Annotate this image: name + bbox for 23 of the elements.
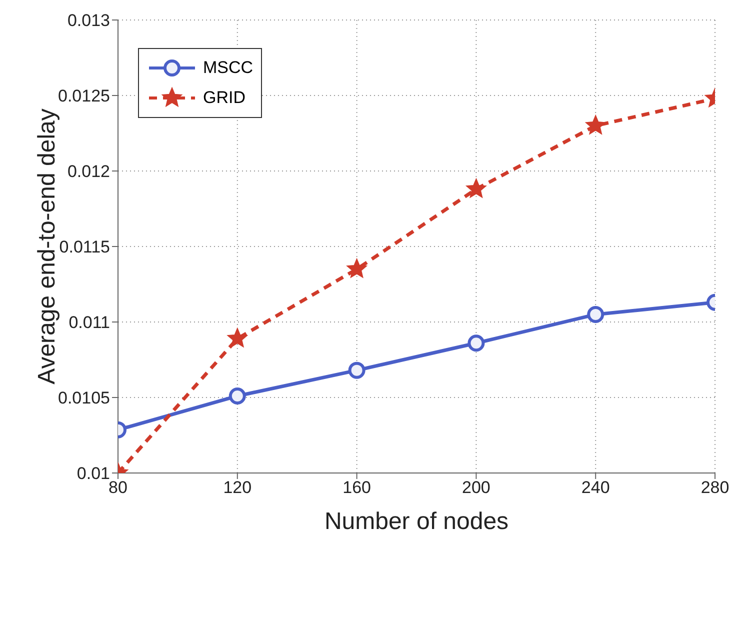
point bbox=[466, 178, 486, 198]
y-axis-title: Average end-to-end delay bbox=[34, 108, 61, 384]
x-tick-label: 120 bbox=[223, 478, 252, 498]
point bbox=[348, 362, 366, 379]
x-tick-label: 200 bbox=[462, 478, 490, 498]
x-axis-title: Number of nodes bbox=[324, 508, 509, 535]
x-tick-label: 240 bbox=[581, 478, 610, 498]
y-tick-label: 0.013 bbox=[67, 11, 110, 30]
x-tick-label: 160 bbox=[342, 478, 371, 498]
y-tick-label: 0.0125 bbox=[58, 86, 110, 106]
point bbox=[227, 328, 248, 348]
y-tick-label: 0.0115 bbox=[59, 238, 110, 257]
point bbox=[228, 387, 246, 404]
y-tick-label: 0.012 bbox=[67, 162, 110, 182]
point bbox=[346, 258, 367, 278]
legend-label: GRID bbox=[203, 88, 246, 108]
y-tick-label: 0.01 bbox=[76, 464, 110, 484]
point bbox=[468, 334, 485, 352]
x-tick-label: 280 bbox=[700, 478, 730, 498]
y-tick-label: 0.0105 bbox=[58, 388, 110, 408]
x-tick-label: 80 bbox=[108, 478, 128, 498]
y-tick-label: 0.011 bbox=[68, 313, 110, 332]
legend-label: MSCC bbox=[203, 58, 254, 78]
